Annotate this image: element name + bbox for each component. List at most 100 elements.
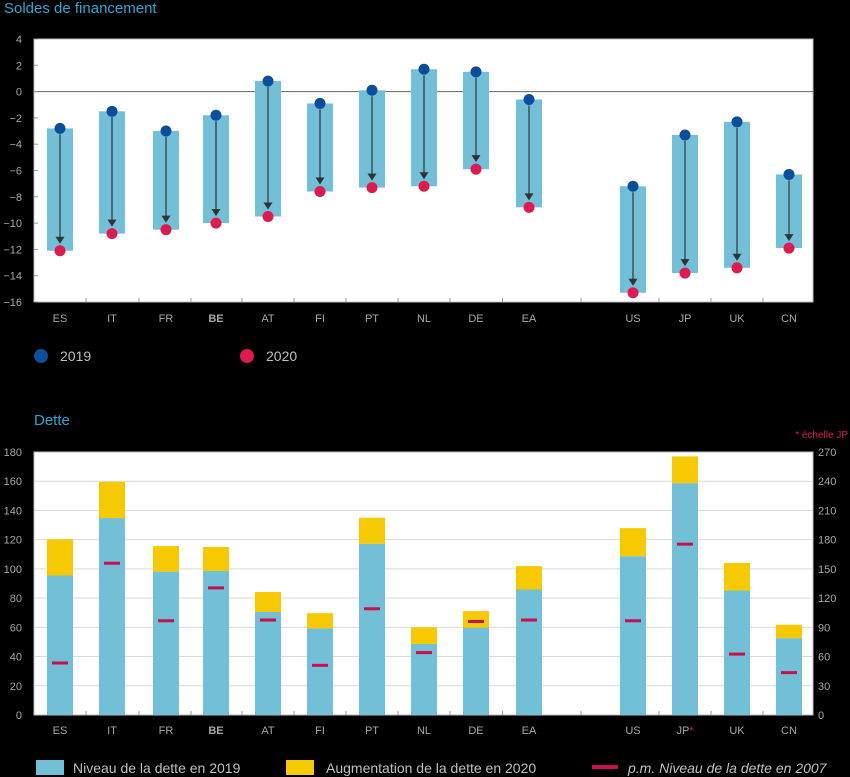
debt-2019-bar-jp [672, 483, 698, 715]
debt-2007-marker-jp [677, 542, 693, 546]
arrow-head-uk [732, 253, 742, 261]
dot-2020-ea [523, 201, 535, 213]
dot-2019-nl [418, 63, 430, 75]
debt-2007-marker-ea [521, 618, 537, 622]
dot-2019-at [262, 75, 274, 87]
debt-2007-marker-uk [729, 652, 745, 656]
y-tick-label: −2 [9, 113, 22, 125]
debt-2019-bar-at [255, 611, 281, 715]
arrow-head-be [211, 209, 221, 217]
x-label-jp: JP* [676, 725, 694, 737]
dot-2019-uk [731, 116, 743, 128]
debt-increase-bar-at [255, 591, 281, 612]
dot-2019-us [627, 180, 639, 192]
y2-tick-label: 30 [818, 681, 830, 693]
debt-2019-bar-fr [153, 571, 179, 715]
legend-2019-marker [34, 349, 48, 363]
y2-tick-label: 210 [818, 505, 836, 517]
x-label-fi: FI [315, 725, 325, 737]
legend-debt-2019-swatch [36, 760, 64, 775]
debt-increase-bar-de [463, 611, 489, 628]
debt-plot: 180 160 140 120 100 80 60 40 20 0 270 240 210 180 150 1… [4, 447, 837, 737]
debt-2019-bar-fi [307, 628, 333, 715]
x-label-us: US [625, 725, 640, 737]
x-label-cn: CN [781, 725, 797, 737]
y-tick-label: 2 [16, 60, 22, 72]
x-label-at: AT [261, 725, 275, 737]
debt-increase-bar-it [99, 481, 125, 519]
x-label-cn: CN [781, 313, 797, 325]
y-tick-label: 140 [4, 505, 22, 517]
legend-debt-increase-swatch [286, 760, 314, 775]
y-tick-label: −8 [9, 192, 22, 204]
debt-increase-bar-uk [724, 562, 750, 591]
debt-2019-bar-nl [411, 643, 437, 715]
debt-2019-bar-us [620, 556, 646, 715]
arrow-head-ea [524, 193, 534, 201]
arrow-head-at [263, 202, 273, 210]
debt-2019-bar-ea [516, 589, 542, 715]
x-label-uk: UK [729, 725, 745, 737]
x-label-nl: NL [417, 725, 431, 737]
arrow-head-it [107, 219, 117, 227]
y2-tick-label: 180 [818, 535, 836, 547]
dot-2019-be [210, 109, 222, 121]
chart-title-debt: Dette [34, 412, 70, 429]
debt-2007-marker-cn [781, 671, 797, 675]
y-tick-label: −16 [3, 297, 22, 309]
x-label-be: BE [208, 725, 223, 737]
debt-2007-marker-be [208, 586, 224, 590]
arrow-head-es [55, 236, 65, 244]
y2-tick-label: 0 [818, 710, 824, 722]
x-label-nl: NL [417, 313, 431, 325]
y-tick-label: 160 [4, 476, 22, 488]
x-label-fr: FR [159, 313, 174, 325]
arrow-head-nl [419, 172, 429, 180]
debt-increase-bar-be [203, 546, 229, 571]
legend-2020-marker [240, 349, 254, 363]
dot-2020-be [210, 217, 222, 229]
legend-2019-label: 2019 [60, 348, 91, 364]
x-label-at: AT [261, 313, 275, 325]
dot-2020-uk [731, 262, 743, 274]
debt-increase-bar-pt [359, 517, 385, 544]
x-label-jp: JP [679, 313, 692, 325]
dot-2020-fi [314, 186, 326, 198]
jp-scale-note: * échelle JP [795, 430, 848, 441]
debt-2007-marker-nl [416, 651, 432, 655]
dot-2020-fr [160, 224, 172, 236]
debt-2019-bar-it [99, 518, 125, 715]
y-tick-label: 100 [4, 564, 22, 576]
debt-2019-bar-de [463, 627, 489, 715]
debt-2019-bar-be [203, 570, 229, 715]
dot-2019-jp [679, 129, 691, 141]
x-label-pt: PT [365, 313, 379, 325]
y-tick-label: −10 [3, 218, 22, 230]
x-label-us: US [625, 313, 640, 325]
y2-tick-label: 120 [818, 593, 836, 605]
dot-2019-cn [783, 168, 795, 180]
arrow-head-pt [367, 173, 377, 181]
dot-2020-it [106, 228, 118, 240]
dot-2020-jp [679, 267, 691, 279]
x-label-be: BE [208, 313, 223, 325]
dot-2020-pt [366, 182, 378, 194]
y-tick-label: 120 [4, 535, 22, 547]
y2-tick-label: 150 [818, 564, 836, 576]
debt-2007-marker-it [104, 561, 120, 565]
debt-2007-marker-fi [312, 663, 328, 667]
debt-increase-bar-fi [307, 613, 333, 629]
x-label-es: ES [53, 725, 68, 737]
legend-debt-2007-swatch [592, 765, 618, 769]
y-tick-label: −6 [9, 166, 22, 178]
arrow-head-us [628, 278, 638, 286]
arrow-head-cn [784, 234, 794, 242]
debt-2007-marker-pt [364, 607, 380, 611]
x-label-ea: EA [522, 725, 537, 737]
arrow-head-jp [680, 259, 690, 267]
debt-2007-marker-es [52, 661, 68, 665]
y-tick-label: 60 [10, 622, 22, 634]
legend-debt-2007-label: p.m. Niveau de la dette en 2007 [627, 760, 828, 776]
x-label-uk: UK [729, 313, 745, 325]
